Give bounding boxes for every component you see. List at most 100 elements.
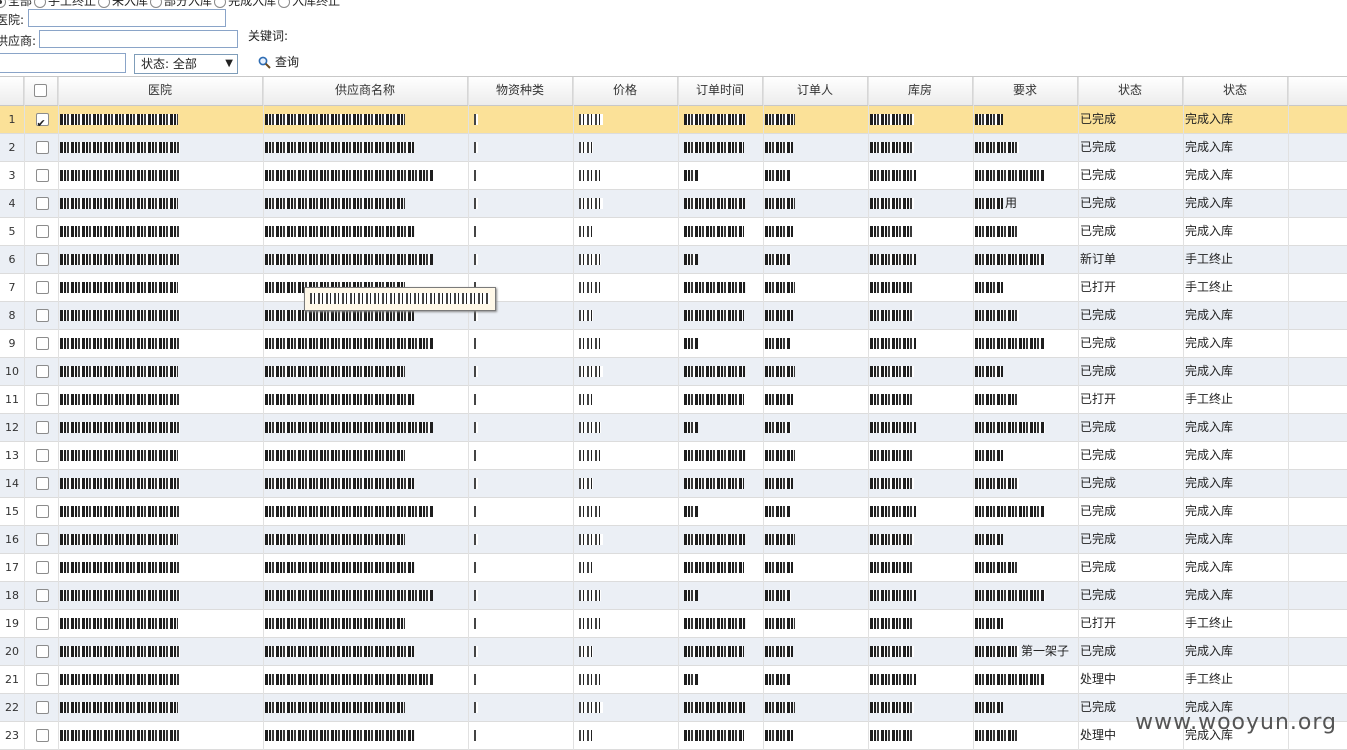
table-row[interactable]: 17 已完成 完成入库 <box>0 554 1347 582</box>
select-all-checkbox[interactable] <box>34 84 47 97</box>
redacted-text <box>60 590 180 601</box>
header-orderer[interactable]: 订单人 <box>763 77 868 105</box>
status-radio[interactable]: 手工终止 <box>34 0 96 8</box>
row-checkbox[interactable] <box>35 505 49 518</box>
row-checkbox[interactable] <box>35 729 49 742</box>
table-row[interactable]: 4 用 已完成 完成入库 <box>0 190 1347 218</box>
row-checkbox[interactable] <box>35 309 49 322</box>
header-hospital[interactable]: 医院 <box>58 77 263 105</box>
cell-supp <box>263 722 468 749</box>
row-checkbox[interactable] <box>35 617 49 630</box>
row-select-cell <box>24 638 58 665</box>
header-requirement[interactable]: 要求 <box>973 77 1078 105</box>
radio-dot[interactable] <box>34 0 47 8</box>
table-row[interactable]: 22 已完成 完成入库 <box>0 694 1347 722</box>
radio-dot[interactable] <box>98 0 111 8</box>
table-row[interactable]: 6 新订单 手工终止 <box>0 246 1347 274</box>
redacted-text <box>579 590 601 601</box>
row-checkbox[interactable] <box>35 561 49 574</box>
table-row[interactable]: 8 已完成 完成入库 <box>0 302 1347 330</box>
table-row[interactable]: 9 已完成 完成入库 <box>0 330 1347 358</box>
status-radio[interactable]: 未入库 <box>98 0 148 8</box>
table-row[interactable]: 13 已完成 完成入库 <box>0 442 1347 470</box>
status-radio[interactable]: 全部 <box>0 0 32 8</box>
radio-dot[interactable] <box>214 0 227 8</box>
status-radio[interactable]: 完成入库 <box>214 0 276 8</box>
status-radio[interactable]: 入库终止 <box>278 0 340 8</box>
table-row[interactable]: 7 已打开 手工终止 <box>0 274 1347 302</box>
row-checkbox[interactable] <box>35 169 49 182</box>
row-checkbox[interactable] <box>35 393 49 406</box>
cell-req: 用 <box>973 190 1078 217</box>
table-row[interactable]: 3 已完成 完成入库 <box>0 162 1347 190</box>
radio-dot[interactable] <box>0 0 6 8</box>
header-status[interactable]: 状态 <box>1078 77 1183 105</box>
row-checkbox[interactable] <box>35 449 49 462</box>
header-warehouse[interactable]: 库房 <box>868 77 973 105</box>
row-checkbox[interactable] <box>35 533 49 546</box>
row-checkbox[interactable] <box>35 281 49 294</box>
table-row[interactable]: 1 已完成 完成入库 <box>0 106 1347 134</box>
supplier-input[interactable] <box>39 30 238 48</box>
status-select[interactable]: 状态: 全部 ▼ <box>134 54 238 74</box>
row-checkbox[interactable] <box>35 421 49 434</box>
cell-price <box>573 554 678 581</box>
redacted-text <box>60 282 178 293</box>
row-checkbox[interactable] <box>35 225 49 238</box>
row-checkbox[interactable] <box>35 253 49 266</box>
cell-type <box>468 358 573 385</box>
row-checkbox[interactable] <box>35 337 49 350</box>
header-supplier[interactable]: 供应商名称 <box>263 77 468 105</box>
table-row[interactable]: 16 已完成 完成入库 <box>0 526 1347 554</box>
redacted-text <box>975 114 1003 125</box>
row-checkbox[interactable] <box>35 477 49 490</box>
table-row[interactable]: 21 处理中 手工终止 <box>0 666 1347 694</box>
cell-user <box>763 162 868 189</box>
row-checkbox[interactable] <box>35 365 49 378</box>
status-radio[interactable]: 部分入库 <box>150 0 212 8</box>
header-order-time[interactable]: 订单时间 <box>678 77 763 105</box>
radio-dot[interactable] <box>278 0 291 8</box>
row-checkbox[interactable] <box>35 589 49 602</box>
row-checkbox[interactable] <box>35 110 49 133</box>
redacted-text <box>60 730 180 741</box>
radio-label: 未入库 <box>112 0 149 8</box>
cell-user <box>763 330 868 357</box>
row-checkbox[interactable] <box>35 673 49 686</box>
redacted-text <box>579 114 603 125</box>
hospital-input[interactable] <box>28 9 226 27</box>
table-row[interactable]: 10 已完成 完成入库 <box>0 358 1347 386</box>
table-row[interactable]: 11 已打开 手工终止 <box>0 386 1347 414</box>
row-checkbox[interactable] <box>35 701 49 714</box>
cell-type <box>468 330 573 357</box>
table-row[interactable]: 15 已完成 完成入库 <box>0 498 1347 526</box>
redacted-text <box>265 702 405 713</box>
cell-status: 已完成 <box>1080 140 1117 154</box>
cell-type <box>468 386 573 413</box>
header-price[interactable]: 价格 <box>573 77 678 105</box>
table-row[interactable]: 19 已打开 手工终止 <box>0 610 1347 638</box>
supplier-label: 供应商: <box>0 34 37 48</box>
radio-dot[interactable] <box>150 0 163 8</box>
keyword-input[interactable] <box>0 53 126 73</box>
table-row[interactable]: 18 已完成 完成入库 <box>0 582 1347 610</box>
cell-hosp <box>58 246 263 273</box>
table-row[interactable]: 14 已完成 完成入库 <box>0 470 1347 498</box>
redacted-text <box>975 338 1045 349</box>
table-row[interactable]: 12 已完成 完成入库 <box>0 414 1347 442</box>
cell-type <box>468 638 573 665</box>
cell-hosp <box>58 134 263 161</box>
cell-supp <box>263 358 468 385</box>
redacted-text <box>975 618 1003 629</box>
row-checkbox[interactable] <box>35 197 49 210</box>
table-row[interactable]: 2 已完成 完成入库 <box>0 134 1347 162</box>
row-checkbox[interactable] <box>35 141 49 154</box>
header-stock-status[interactable]: 状态 <box>1183 77 1288 105</box>
redacted-text <box>765 422 791 433</box>
table-row[interactable]: 20 第一架子 已完成 完成入库 <box>0 638 1347 666</box>
redacted-text <box>870 198 914 209</box>
header-material-type[interactable]: 物资种类 <box>468 77 573 105</box>
query-button[interactable]: 查询 <box>258 54 299 70</box>
row-checkbox[interactable] <box>35 645 49 658</box>
table-row[interactable]: 5 已完成 完成入库 <box>0 218 1347 246</box>
